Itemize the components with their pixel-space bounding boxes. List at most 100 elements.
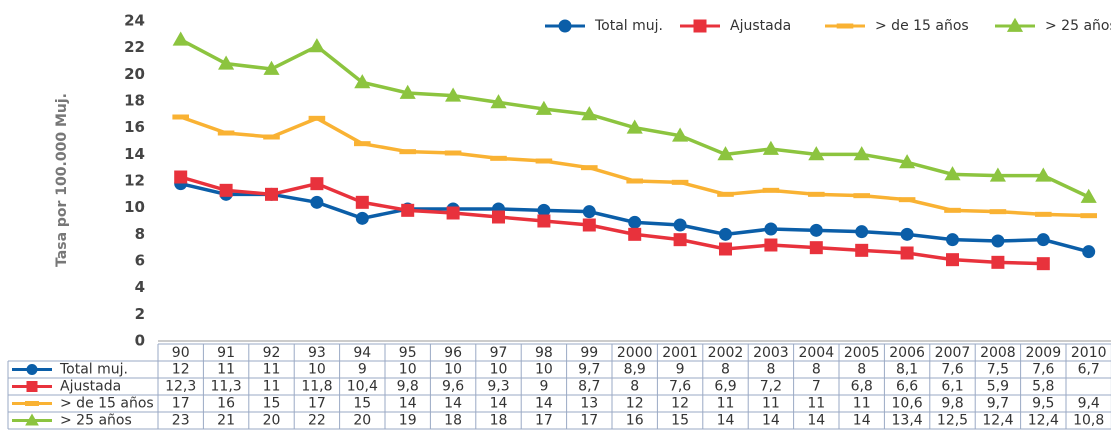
data-point xyxy=(626,178,644,184)
y-tick-label: 0 xyxy=(135,332,145,350)
table-cell: 7 xyxy=(812,379,821,395)
table-cell: 14 xyxy=(535,396,553,412)
table-cell: 9,6 xyxy=(442,379,464,395)
table-cell: 12 xyxy=(671,396,689,412)
data-point xyxy=(401,203,415,217)
table-cell: 11 xyxy=(263,362,281,378)
data-point xyxy=(991,234,1005,248)
y-axis-title: Tasa por 100.000 Muj. xyxy=(54,93,70,267)
data-point xyxy=(898,197,916,203)
y-tick-label: 2 xyxy=(135,305,145,323)
table-cell: 10 xyxy=(490,362,508,378)
table-cell: 11 xyxy=(217,362,235,378)
y-tick-label: 16 xyxy=(124,118,145,136)
legend-marker xyxy=(836,23,854,29)
data-point xyxy=(308,38,325,53)
table-cell: 19 xyxy=(399,413,417,429)
table-cell: 9 xyxy=(676,362,685,378)
x-tick-label: 2001 xyxy=(662,345,698,361)
data-point xyxy=(944,207,961,213)
x-tick-label: 93 xyxy=(308,345,326,361)
table-cell: 18 xyxy=(444,413,462,429)
data-point xyxy=(399,149,416,155)
x-tick-label: 2006 xyxy=(889,345,925,361)
table-cell: 16 xyxy=(626,413,644,429)
data-point xyxy=(946,233,959,247)
data-point xyxy=(989,167,1006,182)
legend-label: Total muj. xyxy=(594,18,663,34)
x-tick-label: 94 xyxy=(353,345,371,361)
table-row-label: > de 15 años xyxy=(60,396,154,412)
table-cell: 7,6 xyxy=(941,362,963,378)
legend-label: > de 15 años xyxy=(875,18,969,34)
table-cell: 14 xyxy=(399,396,417,412)
data-point xyxy=(762,187,780,193)
data-point xyxy=(581,165,598,171)
table-cell: 9,7 xyxy=(987,396,1009,412)
legend-label: > 25 años xyxy=(1045,18,1111,34)
x-tick-label: 2009 xyxy=(1025,345,1061,361)
table-cell: 12 xyxy=(172,362,190,378)
table-cell: 10,8 xyxy=(1073,413,1104,429)
y-tick-label: 18 xyxy=(124,92,145,110)
data-point xyxy=(717,191,734,197)
data-point xyxy=(946,253,959,267)
x-tick-label: 99 xyxy=(580,345,598,361)
data-point xyxy=(354,74,371,89)
table-legend-marker xyxy=(25,401,39,406)
table-cell: 10 xyxy=(399,362,417,378)
table-legend-marker xyxy=(26,381,38,392)
y-tick-label: 4 xyxy=(135,278,145,296)
table-cell: 5,9 xyxy=(987,379,1009,395)
data-point xyxy=(218,55,235,70)
table-cell: 9,5 xyxy=(1032,396,1054,412)
data-point xyxy=(672,127,689,142)
table-cell: 14 xyxy=(717,413,735,429)
y-tick-label: 6 xyxy=(135,252,145,270)
x-tick-label: 2007 xyxy=(935,345,971,361)
x-tick-label: 92 xyxy=(263,345,281,361)
data-point xyxy=(263,134,280,140)
data-point xyxy=(1035,211,1052,217)
x-tick-label: 97 xyxy=(490,345,508,361)
data-point xyxy=(444,150,462,156)
data-point xyxy=(764,238,778,252)
data-point xyxy=(900,227,914,241)
table-cell: 7,2 xyxy=(760,379,782,395)
table-cell: 9,4 xyxy=(1078,396,1100,412)
data-point xyxy=(582,205,596,219)
table-cell: 9,8 xyxy=(941,396,963,412)
table-cell: 10 xyxy=(444,362,462,378)
data-point xyxy=(719,242,732,256)
data-point xyxy=(308,115,326,121)
data-point xyxy=(492,210,505,224)
data-point xyxy=(673,218,687,232)
table-cell: 9,3 xyxy=(487,379,509,395)
data-point xyxy=(1036,257,1050,271)
x-tick-label: 90 xyxy=(172,345,190,361)
table-cell: 9 xyxy=(358,362,367,378)
table-cell: 12,3 xyxy=(165,379,196,395)
x-tick-label: 98 xyxy=(535,345,553,361)
data-point xyxy=(1080,213,1098,219)
table-cell: 21 xyxy=(217,413,235,429)
table-cell: 10 xyxy=(308,362,326,378)
table-cell: 17 xyxy=(172,396,190,412)
table-cell: 8 xyxy=(630,379,639,395)
table-cell: 20 xyxy=(263,413,281,429)
table-cell: 7,5 xyxy=(987,362,1009,378)
table-cell: 11 xyxy=(717,396,735,412)
data-point xyxy=(1082,245,1096,259)
legend-marker xyxy=(693,19,707,33)
data-point xyxy=(626,119,643,134)
data-point xyxy=(535,100,552,115)
table-cell: 10,4 xyxy=(347,379,378,395)
x-tick-label: 91 xyxy=(217,345,235,361)
x-tick-label: 95 xyxy=(399,345,417,361)
y-tick-label: 24 xyxy=(124,12,145,30)
table-cell: 15 xyxy=(353,396,371,412)
x-tick-label: 2002 xyxy=(708,345,744,361)
x-tick-label: 2000 xyxy=(617,345,653,361)
data-point xyxy=(446,206,460,220)
table-cell: 13,4 xyxy=(892,413,923,429)
